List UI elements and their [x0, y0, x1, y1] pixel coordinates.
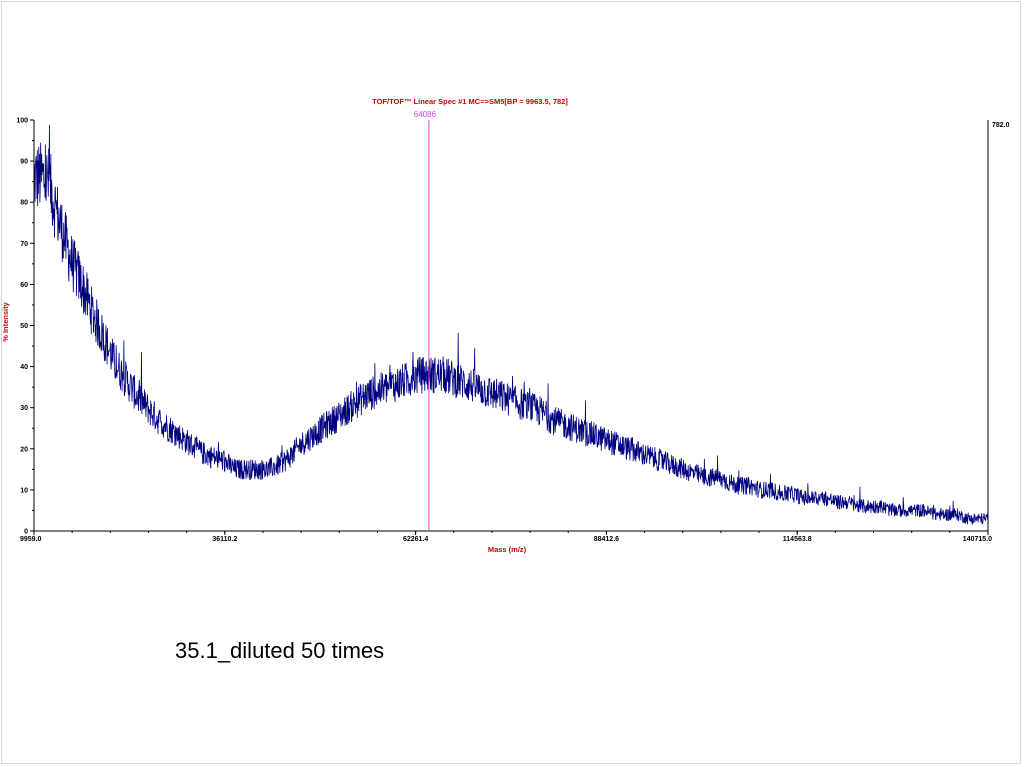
slide-caption: 35.1_diluted 50 times: [175, 638, 385, 663]
y-tick-label: 50: [20, 323, 28, 330]
x-tick-label: 140715.0: [963, 536, 992, 543]
y-tick-label: 20: [20, 446, 28, 453]
spectrum-trace: [33, 124, 989, 525]
y-tick-label: 40: [20, 364, 28, 371]
y-tick-label: 0: [24, 529, 28, 536]
x-tick-label: 36110.2: [212, 536, 237, 543]
marker-label: 64086: [414, 110, 437, 119]
y-tick-label: 90: [20, 159, 28, 166]
chart-title: TOF/TOF™ Linear Spec #1 MC=>SM5[BP = 996…: [372, 97, 568, 106]
x-tick-label: 114563.8: [783, 536, 812, 543]
y-tick-label: 60: [20, 282, 28, 289]
right-axis-label: 782.0: [992, 122, 1010, 129]
x-tick-label: 62261.4: [403, 536, 428, 543]
x-tick-label: 88412.6: [594, 536, 619, 543]
y-tick-label: 70: [20, 241, 28, 248]
x-tick-label: 9959.0: [20, 536, 42, 543]
y-tick-label: 30: [20, 405, 28, 412]
chart-axes: 0 10 20 30 40 50 60 70 80 90 100 9959.0 36110.2 62261…: [16, 118, 992, 544]
y-tick-label: 80: [20, 200, 28, 207]
y-tick-label: 100: [16, 118, 28, 125]
y-tick-label: 10: [20, 487, 28, 494]
x-axis-title: Mass (m/z): [488, 545, 527, 554]
y-axis-title: % Intensity: [1, 301, 10, 341]
spectrum-line: [33, 124, 989, 525]
